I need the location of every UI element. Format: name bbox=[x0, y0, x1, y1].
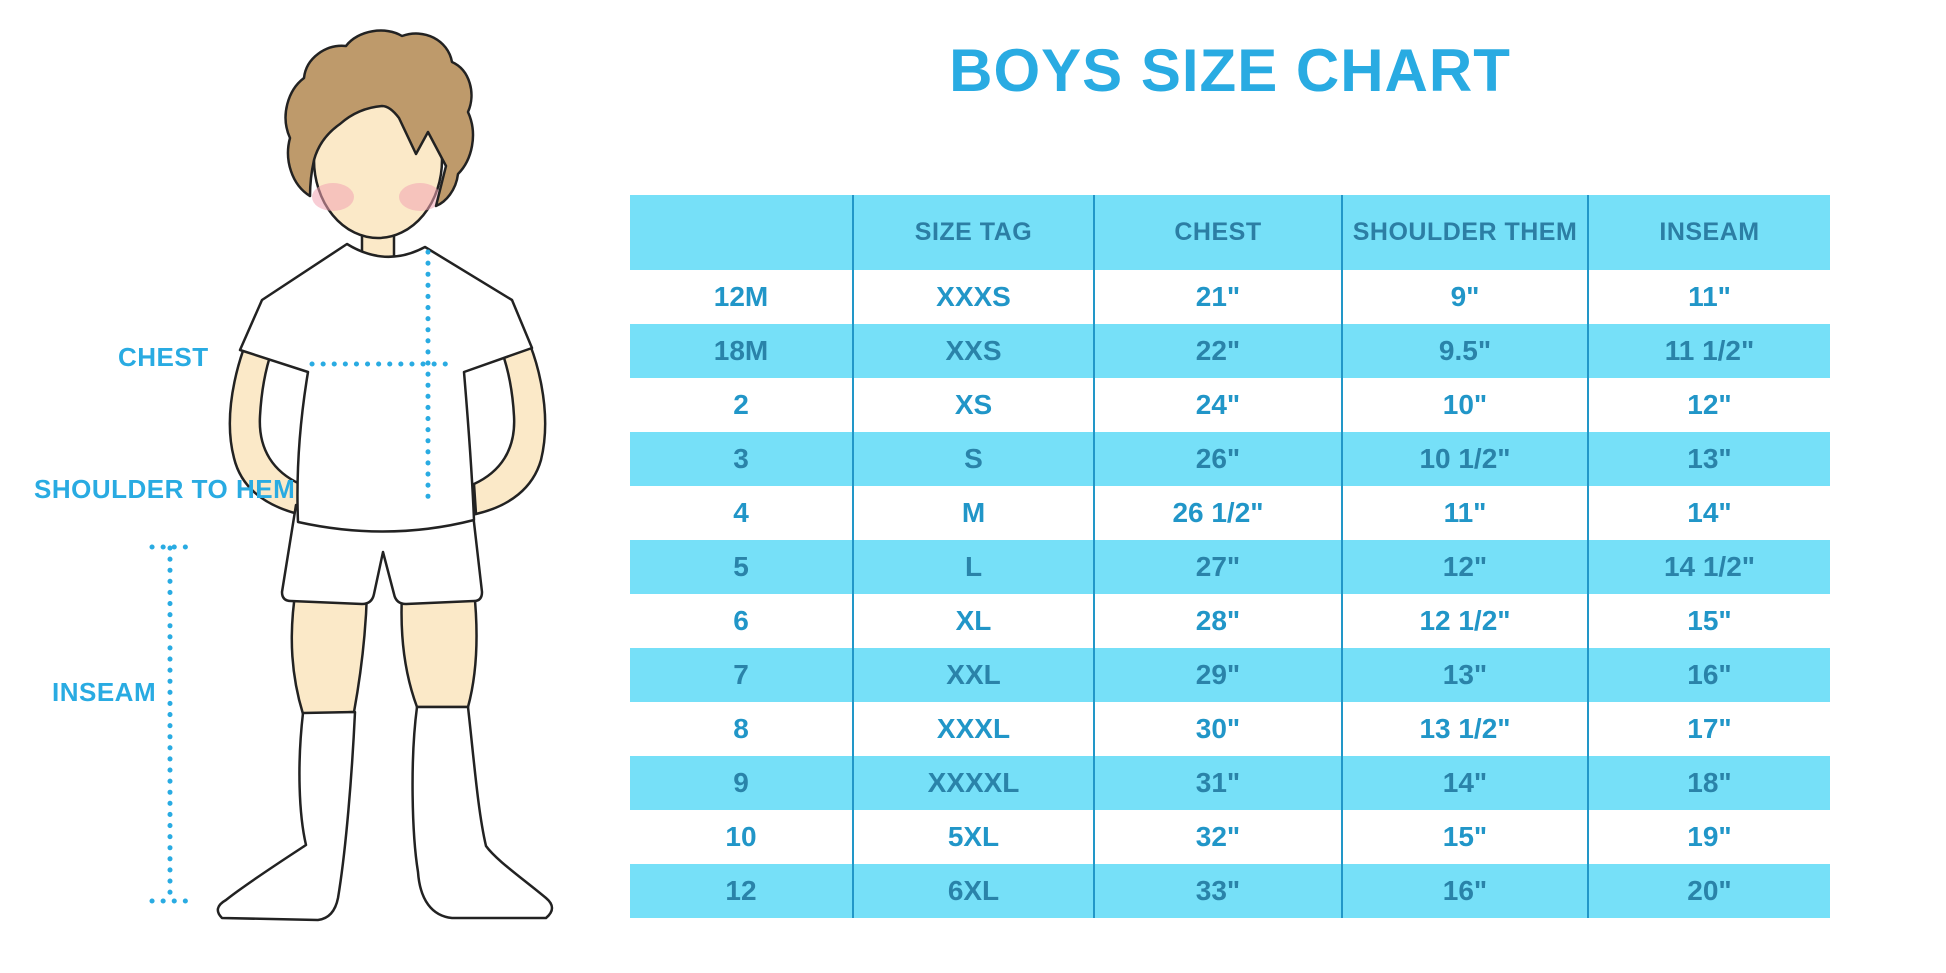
table-cell: 10 1/2" bbox=[1341, 432, 1587, 486]
table-cell: 12M bbox=[630, 270, 852, 324]
table-cell: 15" bbox=[1587, 594, 1830, 648]
table-cell: 11 1/2" bbox=[1587, 324, 1830, 378]
boy-right-sock bbox=[411, 705, 554, 920]
boy-hair bbox=[284, 29, 475, 208]
table-cell: 6XL bbox=[852, 864, 1093, 918]
table-cell: 31" bbox=[1093, 756, 1341, 810]
header-cell: CHEST bbox=[1093, 195, 1341, 270]
table-cell: 16" bbox=[1341, 864, 1587, 918]
table-cell: 33" bbox=[1093, 864, 1341, 918]
boy-right-arm bbox=[472, 311, 547, 516]
boy-shorts bbox=[280, 503, 484, 606]
table-cell: 15" bbox=[1341, 810, 1587, 864]
table-cell: 24" bbox=[1093, 378, 1341, 432]
table-cell: M bbox=[852, 486, 1093, 540]
table-cell: 5 bbox=[630, 540, 852, 594]
table-cell: 8 bbox=[630, 702, 852, 756]
table-cell: XXXS bbox=[852, 270, 1093, 324]
table-cell: 12" bbox=[1341, 540, 1587, 594]
table-cell: XXS bbox=[852, 324, 1093, 378]
table-cell: 6 bbox=[630, 594, 852, 648]
table-cell: 12 1/2" bbox=[1341, 594, 1587, 648]
blush-right bbox=[399, 183, 441, 211]
header-cell: INSEAM bbox=[1587, 195, 1830, 270]
table-cell: 32" bbox=[1093, 810, 1341, 864]
shoulder-to-hem-label: SHOULDER TO HEM bbox=[34, 474, 296, 504]
table-cell: 10 bbox=[630, 810, 852, 864]
table-cell: 29" bbox=[1093, 648, 1341, 702]
boy-left-leg bbox=[290, 586, 369, 716]
table-cell: 16" bbox=[1587, 648, 1830, 702]
table-cell: 4 bbox=[630, 486, 852, 540]
table-cell: XXL bbox=[852, 648, 1093, 702]
boy-right-leg bbox=[400, 588, 478, 709]
measurement-dotted-lines bbox=[149, 249, 459, 904]
table-cell: 9.5" bbox=[1341, 324, 1587, 378]
table-cell: 7 bbox=[630, 648, 852, 702]
table-cell: XXXL bbox=[852, 702, 1093, 756]
table-cell: L bbox=[852, 540, 1093, 594]
table-cell: 22" bbox=[1093, 324, 1341, 378]
table-cell: 14" bbox=[1341, 756, 1587, 810]
table-cell: 12 bbox=[630, 864, 852, 918]
table-cell: XL bbox=[852, 594, 1093, 648]
table-cell: 20" bbox=[1587, 864, 1830, 918]
table-cell: 3 bbox=[630, 432, 852, 486]
header-cell: SHOULDER THEM bbox=[1341, 195, 1587, 270]
boy-illustration bbox=[149, 29, 554, 922]
table-cell: 26 1/2" bbox=[1093, 486, 1341, 540]
table-cell: 27" bbox=[1093, 540, 1341, 594]
table-cell: 9" bbox=[1341, 270, 1587, 324]
boy-left-sock bbox=[216, 710, 357, 922]
table-cell: 13 1/2" bbox=[1341, 702, 1587, 756]
table-cell: 13" bbox=[1587, 432, 1830, 486]
table-cell: 11" bbox=[1341, 486, 1587, 540]
table-cell: 5XL bbox=[852, 810, 1093, 864]
boy-tshirt bbox=[238, 242, 534, 533]
table-cell: 26" bbox=[1093, 432, 1341, 486]
table-cell: 12" bbox=[1587, 378, 1830, 432]
table-cell: 10" bbox=[1341, 378, 1587, 432]
table-cell: S bbox=[852, 432, 1093, 486]
table-cell: 28" bbox=[1093, 594, 1341, 648]
table-cell: XS bbox=[852, 378, 1093, 432]
header-cell bbox=[630, 195, 852, 270]
table-cell: 9 bbox=[630, 756, 852, 810]
table-cell: XXXXL bbox=[852, 756, 1093, 810]
blush-left bbox=[312, 183, 354, 211]
page-title: BOYS SIZE CHART bbox=[949, 37, 1511, 104]
table-cell: 14 1/2" bbox=[1587, 540, 1830, 594]
table-cell: 13" bbox=[1341, 648, 1587, 702]
table-cell: 14" bbox=[1587, 486, 1830, 540]
table-cell: 2 bbox=[630, 378, 852, 432]
chest-label: CHEST bbox=[118, 342, 209, 372]
size-table: SIZE TAG CHEST SHOULDER THEM INSEAM 12M XXXS 2… bbox=[630, 195, 1830, 918]
table-cell: 17" bbox=[1587, 702, 1830, 756]
table-cell: 18M bbox=[630, 324, 852, 378]
table-cell: 21" bbox=[1093, 270, 1341, 324]
table-cell: 11" bbox=[1587, 270, 1830, 324]
table-cell: 30" bbox=[1093, 702, 1341, 756]
table-cell: 19" bbox=[1587, 810, 1830, 864]
table-cell: 18" bbox=[1587, 756, 1830, 810]
header-cell: SIZE TAG bbox=[852, 195, 1093, 270]
inseam-label: INSEAM bbox=[52, 677, 157, 707]
